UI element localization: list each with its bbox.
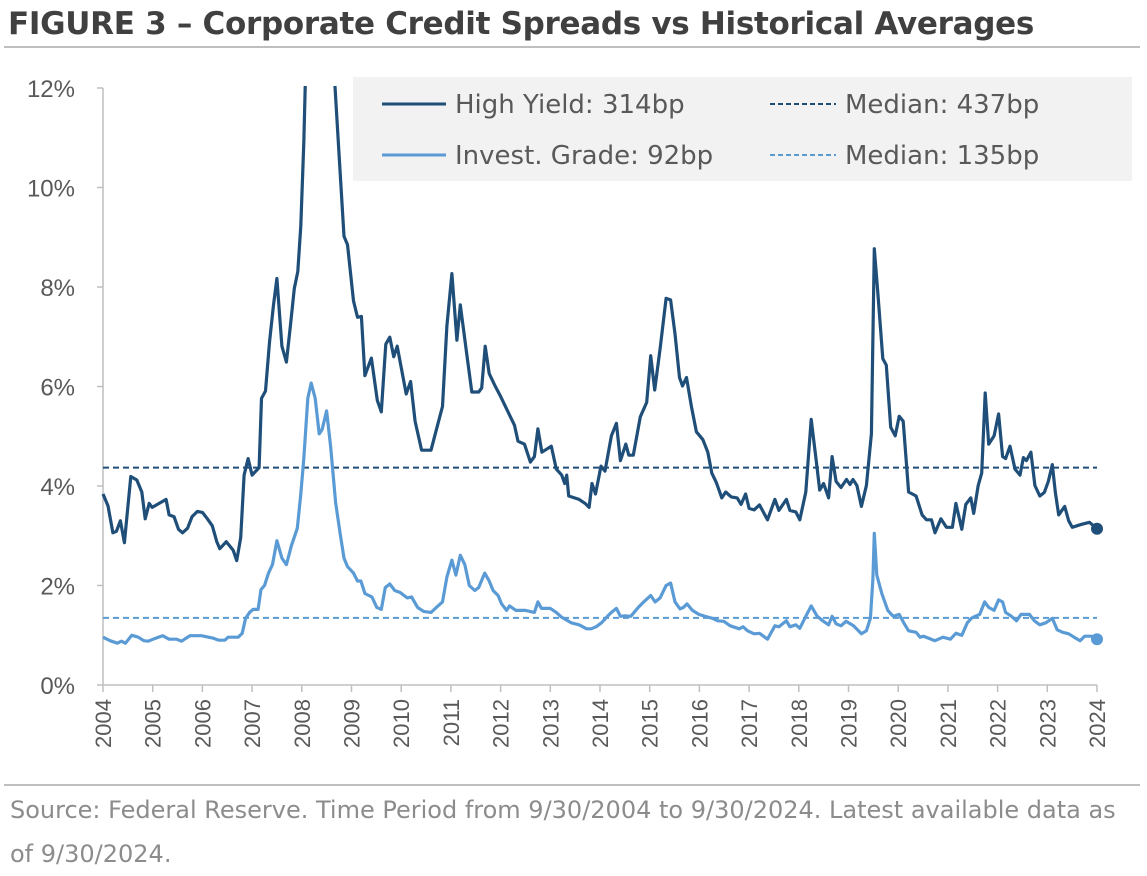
high-yield-latest-point (1091, 522, 1103, 535)
invest-grade-latest-point (1091, 633, 1103, 646)
y-tick-label: 12% (27, 76, 75, 103)
figure-title: FIGURE 3 – Corporate Credit Spreads vs H… (8, 6, 1034, 42)
x-tick-label: 2019 (837, 699, 862, 748)
legend-label-high-yield: High Yield: 314bp (455, 90, 685, 120)
x-tick-label: 2007 (240, 699, 265, 748)
y-tick-label: 8% (40, 275, 75, 302)
invest-grade-series-line (102, 381, 1098, 645)
y-tick-label: 0% (40, 673, 75, 700)
x-tick-label: 2005 (141, 699, 166, 748)
y-tick-label: 6% (40, 375, 75, 402)
x-tick-label: 2015 (638, 699, 663, 748)
y-tick-label: 10% (27, 176, 75, 203)
x-tick-label: 2010 (389, 699, 414, 748)
x-tick-label: 2016 (687, 699, 712, 748)
series-lines (101, 86, 1103, 646)
legend-label-high-yield-median: Median: 437bp (845, 90, 1039, 120)
x-tick-label: 2021 (936, 699, 961, 748)
x-tick-label: 2018 (787, 699, 812, 748)
x-tick-label: 2024 (1085, 699, 1110, 748)
title-divider (4, 46, 1140, 48)
x-tick-label: 2004 (91, 699, 116, 748)
x-tick-label: 2022 (986, 699, 1011, 748)
x-tick-label: 2008 (290, 699, 315, 748)
y-tick-label: 4% (40, 474, 75, 501)
x-tick-label: 2006 (190, 699, 215, 748)
x-tick-label: 2023 (1035, 699, 1060, 748)
x-tick-label: 2017 (737, 699, 762, 748)
median-lines (103, 466, 1097, 619)
legend: High Yield: 314bp Median: 437bp Invest. … (353, 77, 1132, 181)
legend-background (353, 77, 1132, 181)
x-tick-label: 2012 (489, 699, 514, 748)
axes: 0% 2% 4% 6% 8% 10% 12% 2004 2005 2006 2007 2008 2009… (27, 76, 1110, 748)
source-note: Source: Federal Reserve. Time Period fro… (10, 796, 1116, 868)
legend-label-invest-grade-median: Median: 135bp (845, 141, 1039, 171)
high-yield-series-line (101, 86, 1099, 563)
legend-label-invest-grade: Invest. Grade: 92bp (455, 141, 713, 171)
y-tick-label: 2% (40, 574, 75, 601)
credit-spreads-chart: 0% 2% 4% 6% 8% 10% 12% 2004 2005 2006 2007 2008 2009… (27, 76, 1132, 748)
x-tick-label: 2009 (340, 699, 365, 748)
x-tick-label: 2014 (588, 699, 613, 748)
source-divider (4, 784, 1140, 786)
x-tick-label: 2020 (886, 699, 911, 748)
x-tick-label: 2011 (439, 699, 464, 746)
x-tick-label: 2013 (538, 699, 563, 748)
